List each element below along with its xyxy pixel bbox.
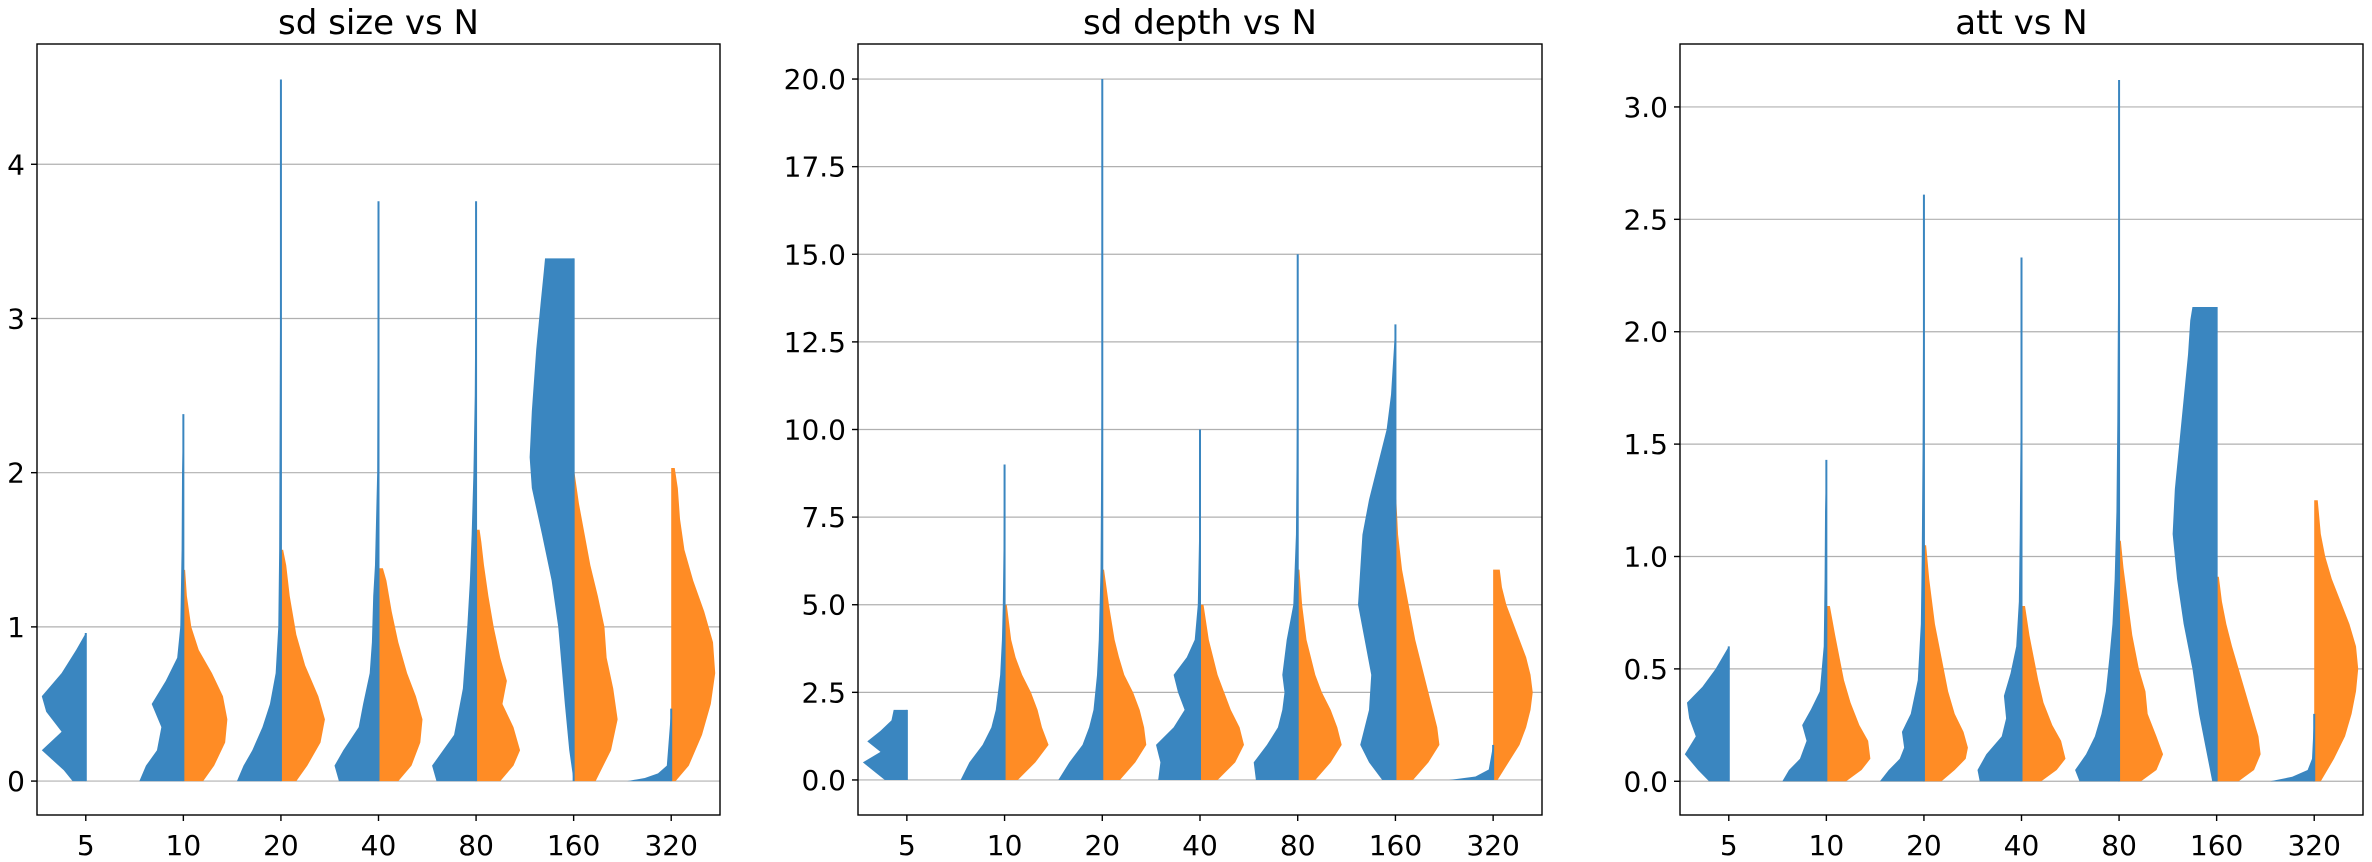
y-tick-label: 3.0 — [1623, 91, 1668, 124]
x-tick-label: 5 — [898, 829, 916, 862]
violin-right-20 — [280, 549, 325, 782]
violin-right-80 — [476, 529, 521, 782]
x-tick-label: 80 — [2101, 829, 2137, 862]
y-tick-label: 1.5 — [1623, 428, 1668, 461]
violin-right-20 — [1102, 569, 1147, 780]
x-tick-label: 20 — [1084, 829, 1120, 862]
x-tick-label: 5 — [77, 829, 95, 862]
violin-right-320 — [1493, 569, 1533, 780]
x-tick-label: 160 — [547, 829, 600, 862]
violin-left-320 — [2270, 713, 2315, 782]
violin-right-20 — [1923, 545, 1968, 782]
plot-frame — [36, 43, 721, 816]
violin-left-80 — [2075, 79, 2120, 782]
chart-panel-1: 0 1 2 3 4 5 10 20 40 80 160 320 sd size vs N — [7, 3, 721, 862]
y-tick-label: 0 — [7, 765, 25, 798]
x-tick-label: 10 — [1809, 829, 1845, 862]
violin-left-5 — [1684, 646, 1729, 782]
x-tick-label: 320 — [1466, 829, 1519, 862]
violin-left-5 — [862, 709, 907, 780]
violin-right-10 — [1004, 604, 1049, 780]
violin-left-80 — [432, 201, 477, 782]
x-tick-label: 160 — [1369, 829, 1422, 862]
chart-panel-3: 0.0 0.5 1.0 1.5 2.0 2.5 3.0 5 10 20 40 80 160 320 att … — [1623, 3, 2364, 862]
chart-panel-2: 0.0 2.5 5.0 7.5 10.0 12.5 15.0 17.5 20.0 5 10 20 40 8… — [784, 3, 1543, 862]
x-tick-label: 10 — [166, 829, 202, 862]
violin-left-5 — [41, 633, 86, 782]
y-tick-label: 1.0 — [1623, 541, 1668, 574]
violin-left-20 — [1879, 194, 1924, 782]
violin-right-10 — [183, 569, 228, 782]
plot-frame — [857, 43, 1543, 816]
violin-right-40 — [2021, 605, 2066, 782]
violin-left-10 — [139, 414, 184, 782]
violin-right-80 — [1297, 569, 1342, 780]
violin-left-160 — [1358, 324, 1396, 780]
y-tick-label: 2 — [7, 457, 25, 490]
violin-left-20 — [236, 79, 281, 782]
violin-right-320 — [2314, 500, 2359, 782]
x-tick-label: 320 — [644, 829, 697, 862]
y-tick-label: 15.0 — [784, 238, 846, 271]
violin-left-40 — [1977, 257, 2022, 782]
y-tick-label: 5.0 — [801, 589, 846, 622]
x-tick-label: 160 — [2190, 829, 2243, 862]
violin-left-160 — [2172, 306, 2217, 782]
y-tick-label: 2.5 — [801, 676, 846, 709]
violin-right-160 — [573, 472, 618, 782]
violin-right-160 — [1395, 499, 1440, 780]
x-tick-label: 5 — [1720, 829, 1738, 862]
violin-left-10 — [960, 464, 1005, 780]
violin-left-80 — [1253, 254, 1298, 780]
x-tick-label: 10 — [987, 829, 1023, 862]
violin-left-40 — [334, 201, 379, 782]
y-tick-label: 12.5 — [784, 326, 846, 359]
x-tick-label: 320 — [2287, 829, 2340, 862]
violin-right-40 — [378, 568, 423, 782]
violin-left-10 — [1782, 459, 1827, 782]
x-tick-label: 40 — [1182, 829, 1218, 862]
violin-right-80 — [2119, 540, 2164, 782]
violin-left-20 — [1058, 79, 1103, 780]
violin-right-10 — [1826, 605, 1871, 782]
violin-right-160 — [2216, 576, 2261, 782]
chart-title: sd size vs N — [278, 3, 479, 43]
x-tick-label: 20 — [263, 829, 299, 862]
y-tick-label: 3 — [7, 302, 25, 335]
violin-left-320 — [627, 708, 672, 782]
chart-title: att vs N — [1955, 3, 2087, 43]
violin-left-320 — [1449, 744, 1494, 780]
violin-right-40 — [1200, 604, 1244, 780]
y-tick-label: 4 — [7, 148, 25, 181]
y-tick-label: 0.0 — [1623, 765, 1668, 798]
chart-title: sd depth vs N — [1083, 3, 1317, 43]
y-tick-label: 2.0 — [1623, 316, 1668, 349]
x-tick-label: 80 — [1280, 829, 1316, 862]
plot-frame — [1679, 43, 2364, 816]
y-tick-label: 17.5 — [784, 151, 846, 184]
x-tick-label: 20 — [1906, 829, 1942, 862]
x-tick-label: 40 — [2004, 829, 2040, 862]
y-tick-label: 7.5 — [801, 501, 846, 534]
y-tick-label: 20.0 — [784, 63, 846, 96]
y-tick-label: 2.5 — [1623, 203, 1668, 236]
x-tick-label: 40 — [361, 829, 397, 862]
violin-left-160 — [529, 258, 574, 782]
y-tick-label: 10.0 — [784, 414, 846, 447]
x-tick-label: 80 — [458, 829, 494, 862]
violin-left-40 — [1156, 429, 1200, 780]
violin-right-320 — [671, 468, 716, 782]
y-tick-label: 0.5 — [1623, 653, 1668, 686]
y-tick-label: 1 — [7, 611, 25, 644]
y-tick-label: 0.0 — [801, 764, 846, 797]
